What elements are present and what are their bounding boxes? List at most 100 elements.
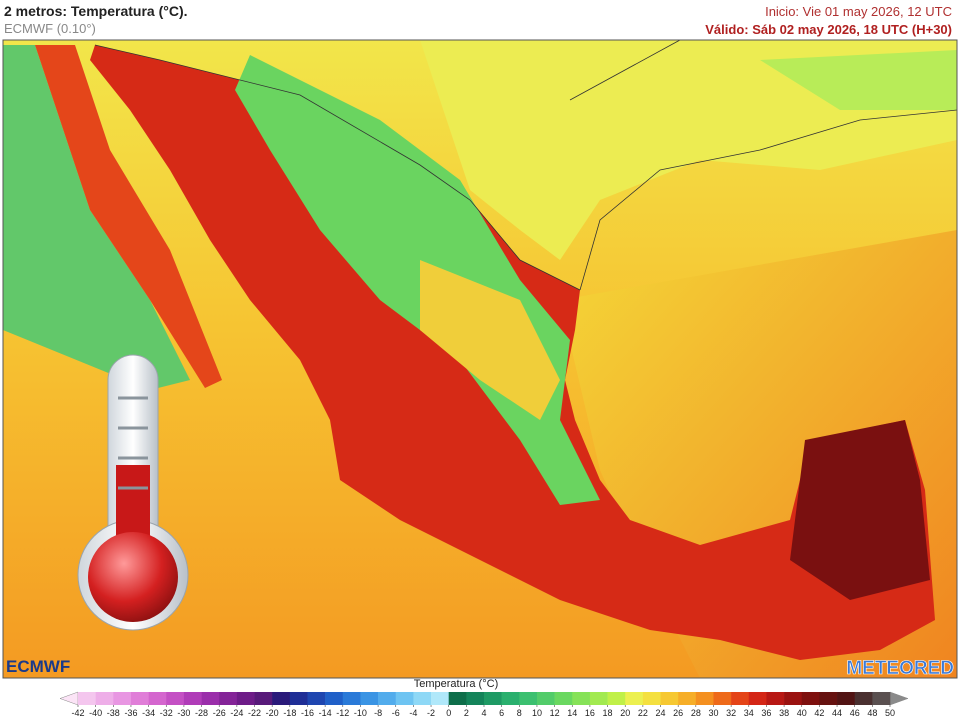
colorbar-tick-label: -20 [266, 708, 279, 718]
colorbar-tick-label: 22 [638, 708, 648, 718]
colorbar-swatch [572, 692, 591, 705]
colorbar-tick-label: 2 [464, 708, 469, 718]
colorbar-swatch [731, 692, 750, 705]
colorbar-swatch [660, 692, 679, 705]
colorbar-tick-label: 28 [691, 708, 701, 718]
colorbar-tick-label: 4 [481, 708, 486, 718]
colorbar: -42 -40 -38 -36 -34 -32 -30 -28 -26 -24 -22 -20 -18-… [59, 691, 909, 718]
colorbar-swatch [801, 692, 820, 705]
colorbar-swatch [183, 692, 202, 705]
colorbar-swatch [413, 692, 432, 705]
colorbar-swatch [819, 692, 838, 705]
colorbar-swatch [872, 692, 891, 705]
colorbar-tick-label: -24 [230, 708, 243, 718]
colorbar-swatch [501, 692, 520, 705]
colorbar-swatch [448, 692, 467, 705]
colorbar-swatch [695, 692, 714, 705]
us-green [760, 50, 957, 110]
init-time: Inicio: Vie 01 may 2026, 12 UTC [765, 4, 952, 19]
colorbar-swatch [748, 692, 767, 705]
colorbar-tick-label: -30 [177, 708, 190, 718]
colorbar-tick-label: -14 [319, 708, 332, 718]
colorbar-swatch [201, 692, 220, 705]
colorbar-tick-label: 38 [779, 708, 789, 718]
colorbar-swatch [589, 692, 608, 705]
colorbar-swatch [219, 692, 238, 705]
colorbar-tick-label: 14 [567, 708, 577, 718]
colorbar-tick-label: 44 [832, 708, 842, 718]
map-frame [2, 39, 958, 679]
colorbar-tick-label: 30 [708, 708, 718, 718]
colorbar-tick-label: 48 [867, 708, 877, 718]
model: ECMWF (0.10°) [4, 21, 96, 36]
colorbar-tick-label: -34 [142, 708, 155, 718]
colorbar-swatch [113, 692, 132, 705]
thermometer [77, 354, 189, 631]
colorbar-tick-label: 12 [550, 708, 560, 718]
colorbar-over [889, 691, 909, 706]
colorbar-swatch [519, 692, 538, 705]
colorbar-swatch [642, 692, 661, 705]
colorbar-swatch [95, 692, 114, 705]
title: 2 metros: Temperatura (°C). [4, 3, 188, 19]
colorbar-swatch [395, 692, 414, 705]
colorbar-tick-label: -40 [89, 708, 102, 718]
colorbar-swatch [378, 692, 397, 705]
colorbar-tick-label: 26 [673, 708, 683, 718]
colorbar-swatch [854, 692, 873, 705]
map [3, 39, 958, 678]
colorbar-swatch [272, 692, 291, 705]
colorbar-tick-label: -10 [354, 708, 367, 718]
colorbar-swatch [325, 692, 344, 705]
colorbar-tick-label: 20 [620, 708, 630, 718]
colorbar-swatch [148, 692, 167, 705]
colorbar-swatch [713, 692, 732, 705]
borders [94, 39, 958, 291]
colorbar-tick-label: -12 [336, 708, 349, 718]
logo-meteored: METEORED [846, 658, 954, 679]
colorbar-swatch [307, 692, 326, 705]
colorbar-tick-label: 24 [656, 708, 666, 718]
thermometer-marks [118, 396, 148, 490]
colorbar-tick-label: -6 [392, 708, 400, 718]
plateau [420, 260, 560, 420]
colorbar-swatch [254, 692, 273, 705]
colorbar-swatch [342, 692, 361, 705]
colorbar-tick-label: -8 [374, 708, 382, 718]
colorbar-tick-label: 16 [585, 708, 595, 718]
colorbar-swatch [766, 692, 785, 705]
colorbar-tick-label: -18 [283, 708, 296, 718]
colorbar-tick-label: 46 [850, 708, 860, 718]
colorbar-swatch [78, 692, 96, 705]
border-us [94, 44, 581, 291]
colorbar-swatch [466, 692, 485, 705]
state-line [569, 39, 681, 101]
colorbar-tick-label: 36 [761, 708, 771, 718]
colorbar-tick-label: 10 [532, 708, 542, 718]
colorbar-tick-label: -28 [195, 708, 208, 718]
colorbar-swatch [784, 692, 803, 705]
logo-ecmwf: ECMWF [6, 657, 70, 676]
valid-time: Válido: Sáb 02 may 2026, 18 UTC (H+30) [705, 22, 952, 37]
colorbar-tick-label: -32 [160, 708, 173, 718]
colorbar-swatch [678, 692, 697, 705]
colorbar-tick-label: -26 [213, 708, 226, 718]
colorbar-tick-label: 18 [603, 708, 613, 718]
colorbar-tick-label: -38 [107, 708, 120, 718]
colorbar-tick-label: 42 [814, 708, 824, 718]
colorbar-swatch [625, 692, 644, 705]
colorbar-tick-label: -2 [427, 708, 435, 718]
colorbar-swatch [554, 692, 573, 705]
thermometer-bulb [88, 532, 178, 622]
colorbar-swatch [360, 692, 379, 705]
colorbar-tick-label: -42 [71, 708, 84, 718]
colorbar-tick-label: -4 [409, 708, 417, 718]
colorbar-swatch [607, 692, 626, 705]
colorbar-swatch [484, 692, 502, 705]
colorbar-tick-label: 40 [797, 708, 807, 718]
colorbar-tick-label: 32 [726, 708, 736, 718]
colorbar-tick-label: 34 [744, 708, 754, 718]
colorbar-swatch [166, 692, 185, 705]
